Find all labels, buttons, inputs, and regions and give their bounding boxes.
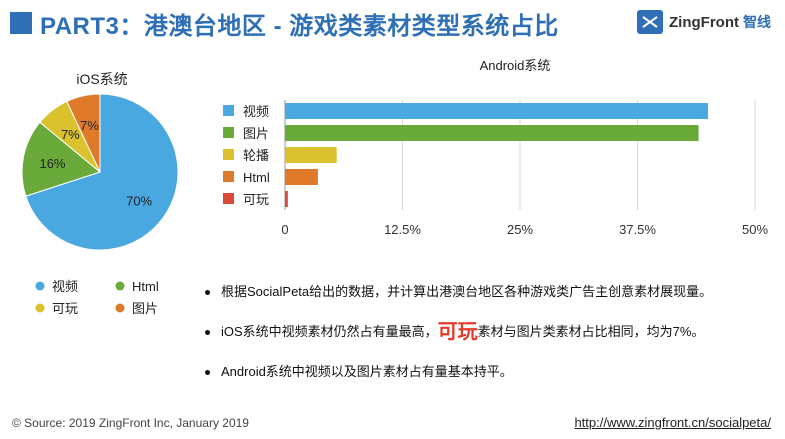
legend-swatch-icon — [223, 193, 234, 204]
legend-swatch-icon — [223, 171, 234, 182]
legend-label: 图片 — [132, 301, 158, 316]
legend-swatch-icon — [223, 105, 234, 116]
pie-slice-3 — [66, 93, 101, 173]
note-text: 素材与图片类素材占比相同，均为7%。 — [477, 324, 705, 339]
legend-label: 视频 — [52, 279, 78, 294]
notes-list: 根据SocialPeta给出的数据，并计算出港澳台地区各种游戏类广告主创意素材展… — [205, 282, 775, 402]
bar-0 — [285, 103, 708, 119]
note-text: 根据SocialPeta给出的数据，并计算出港澳台地区各种游戏类广告主创意素材展… — [221, 284, 713, 299]
note-item: 根据SocialPeta给出的数据，并计算出港澳台地区各种游戏类广告主创意素材展… — [205, 282, 775, 302]
pie-label: 16% — [39, 156, 65, 171]
x-tick-label: 0 — [281, 222, 288, 237]
logo-icon — [637, 10, 664, 34]
legend-label: 可玩 — [243, 192, 269, 207]
x-tick-label: 50% — [742, 222, 768, 237]
legend-label: 轮播 — [243, 148, 269, 163]
bar-3 — [285, 169, 318, 185]
legend-swatch-icon — [115, 303, 125, 313]
note-text: iOS系统中视频素材仍然占有量最高， — [221, 324, 438, 339]
bar-title: Android系统 — [480, 58, 551, 73]
logo-text: ZingFront — [669, 13, 739, 31]
legend-label: Html — [132, 279, 159, 294]
legend-swatch-icon — [223, 127, 234, 138]
legend-label: 可玩 — [52, 301, 78, 316]
title-square-icon — [10, 12, 32, 34]
legend-swatch-icon — [35, 303, 45, 313]
legend-swatch-icon — [223, 149, 234, 160]
x-tick-label: 37.5% — [619, 222, 656, 237]
brand-logo: ZingFront 智线 — [637, 10, 771, 34]
header: PART3：港澳台地区 - 游戏类素材类型系统占比 — [10, 8, 559, 40]
bar-2 — [285, 147, 337, 163]
pie-label: 7% — [80, 118, 99, 133]
legend-swatch-icon — [115, 281, 125, 291]
bar-4 — [285, 191, 288, 207]
pie-title: iOS系统 — [76, 71, 127, 87]
legend-label: 视频 — [243, 104, 269, 119]
x-tick-label: 12.5% — [384, 222, 421, 237]
legend-label: 图片 — [243, 126, 269, 141]
legend-swatch-icon — [35, 281, 45, 291]
pie-slice-0 — [25, 93, 179, 251]
x-tick-label: 25% — [507, 222, 533, 237]
note-text: Android系统中视频以及图片素材占有量基本持平。 — [221, 364, 513, 379]
pie-slice-1 — [21, 121, 102, 197]
legend-label: Html — [243, 170, 270, 185]
bar-1 — [285, 125, 699, 141]
ios-pie-chart: iOS系统 70% 16% 7%7% 视频 Html 可玩 图片 — [21, 71, 179, 316]
pie-label: 70% — [126, 193, 152, 208]
pie-label: 7% — [61, 127, 80, 142]
note-item: Android系统中视频以及图片素材占有量基本持平。 — [205, 362, 775, 382]
footer-source: © Source: 2019 ZingFront Inc, January 20… — [12, 416, 249, 430]
note-highlight: 可玩 — [437, 321, 478, 343]
footer-link[interactable]: http://www.zingfront.cn/socialpeta/ — [574, 415, 771, 430]
page-title: PART3：港澳台地区 - 游戏类素材类型系统占比 — [40, 12, 559, 40]
note-item: iOS系统中视频素材仍然占有量最高，可玩素材与图片类素材占比相同，均为7%。 — [205, 322, 775, 342]
logo-cn: 智线 — [743, 14, 771, 30]
